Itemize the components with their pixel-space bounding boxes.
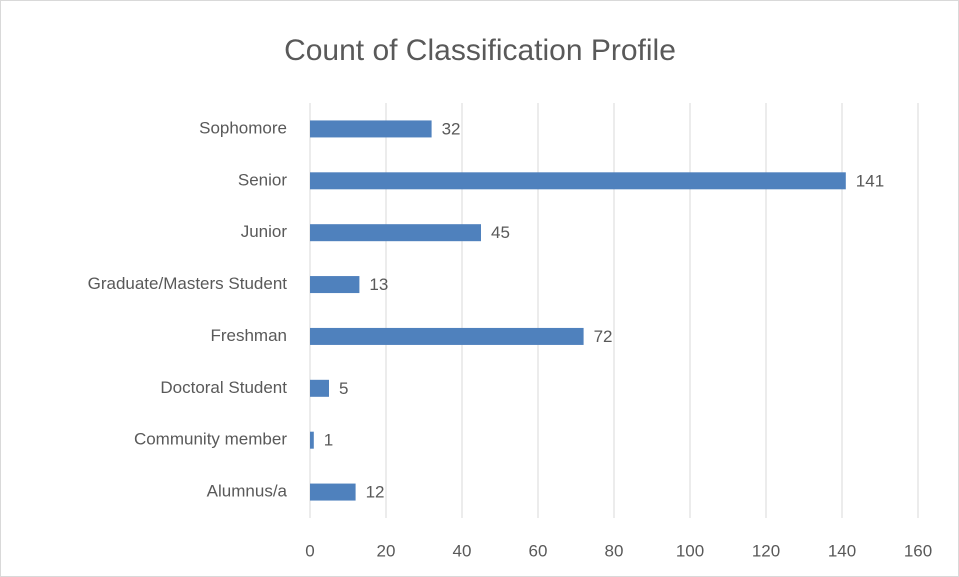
data-label: 45 [491,223,510,242]
x-tick-label: 0 [305,541,314,560]
bar [310,483,356,501]
y-tick-label: Sophomore [199,118,287,137]
x-tick-label: 140 [828,541,856,560]
y-tick-label: Junior [241,222,288,241]
bar [310,379,329,397]
data-label: 1 [324,431,333,450]
y-tick-label: Alumnus/a [207,482,288,501]
data-label: 5 [339,379,348,398]
y-tick-label: Senior [238,170,287,189]
chart-title: Count of Classification Profile [284,34,676,67]
bar [310,172,846,190]
x-tick-label: 120 [752,541,780,560]
data-label: 72 [594,327,613,346]
data-label: 141 [856,171,884,190]
data-label: 12 [366,483,385,502]
x-tick-label: 60 [529,541,548,560]
x-tick-label: 160 [904,541,932,560]
bar [310,120,432,138]
x-tick-label: 40 [453,541,472,560]
y-tick-label: Community member [134,430,287,449]
bar [310,327,584,345]
y-tick-label: Freshman [210,326,287,345]
x-tick-label: 80 [605,541,624,560]
x-tick-label: 100 [676,541,704,560]
bar [310,224,481,242]
bar [310,276,360,294]
y-tick-label: Graduate/Masters Student [88,274,288,293]
data-label: 13 [369,275,388,294]
y-tick-label: Doctoral Student [160,378,287,397]
data-label: 32 [442,119,461,138]
x-tick-label: 20 [377,541,396,560]
bar [310,431,314,449]
